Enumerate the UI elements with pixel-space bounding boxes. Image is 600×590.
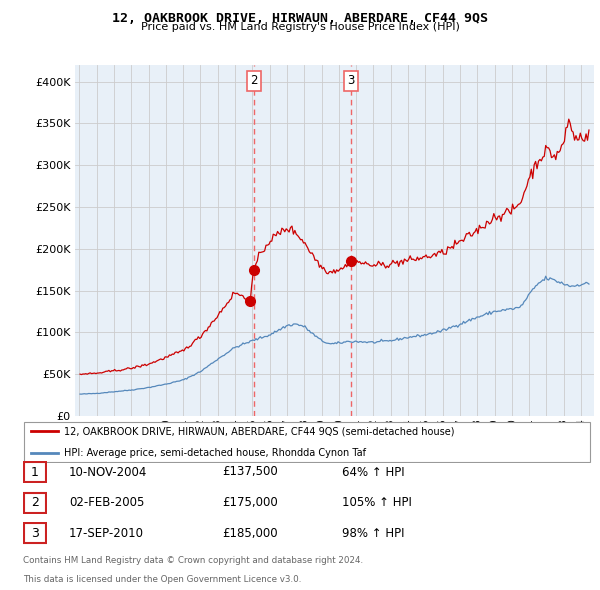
Text: 98% ↑ HPI: 98% ↑ HPI: [342, 527, 404, 540]
Text: £175,000: £175,000: [222, 496, 278, 509]
Text: Contains HM Land Registry data © Crown copyright and database right 2024.: Contains HM Land Registry data © Crown c…: [23, 556, 363, 565]
Text: 17-SEP-2010: 17-SEP-2010: [69, 527, 144, 540]
Text: 2: 2: [31, 496, 39, 509]
Text: £137,500: £137,500: [222, 466, 278, 478]
FancyBboxPatch shape: [24, 493, 46, 513]
Text: 1: 1: [31, 466, 39, 478]
FancyBboxPatch shape: [24, 462, 46, 482]
Text: 12, OAKBROOK DRIVE, HIRWAUN, ABERDARE, CF44 9QS (semi-detached house): 12, OAKBROOK DRIVE, HIRWAUN, ABERDARE, C…: [64, 427, 454, 436]
FancyBboxPatch shape: [24, 523, 46, 543]
Text: 3: 3: [347, 74, 355, 87]
Text: 10-NOV-2004: 10-NOV-2004: [69, 466, 148, 478]
Text: 3: 3: [31, 527, 39, 540]
FancyBboxPatch shape: [24, 421, 590, 463]
Text: HPI: Average price, semi-detached house, Rhondda Cynon Taf: HPI: Average price, semi-detached house,…: [64, 448, 366, 457]
Text: This data is licensed under the Open Government Licence v3.0.: This data is licensed under the Open Gov…: [23, 575, 301, 584]
Text: £185,000: £185,000: [222, 527, 278, 540]
Text: 64% ↑ HPI: 64% ↑ HPI: [342, 466, 404, 478]
Text: Price paid vs. HM Land Registry's House Price Index (HPI): Price paid vs. HM Land Registry's House …: [140, 22, 460, 32]
Text: 02-FEB-2005: 02-FEB-2005: [69, 496, 145, 509]
Text: 12, OAKBROOK DRIVE, HIRWAUN, ABERDARE, CF44 9QS: 12, OAKBROOK DRIVE, HIRWAUN, ABERDARE, C…: [112, 12, 488, 25]
Text: 105% ↑ HPI: 105% ↑ HPI: [342, 496, 412, 509]
Text: 2: 2: [250, 74, 257, 87]
